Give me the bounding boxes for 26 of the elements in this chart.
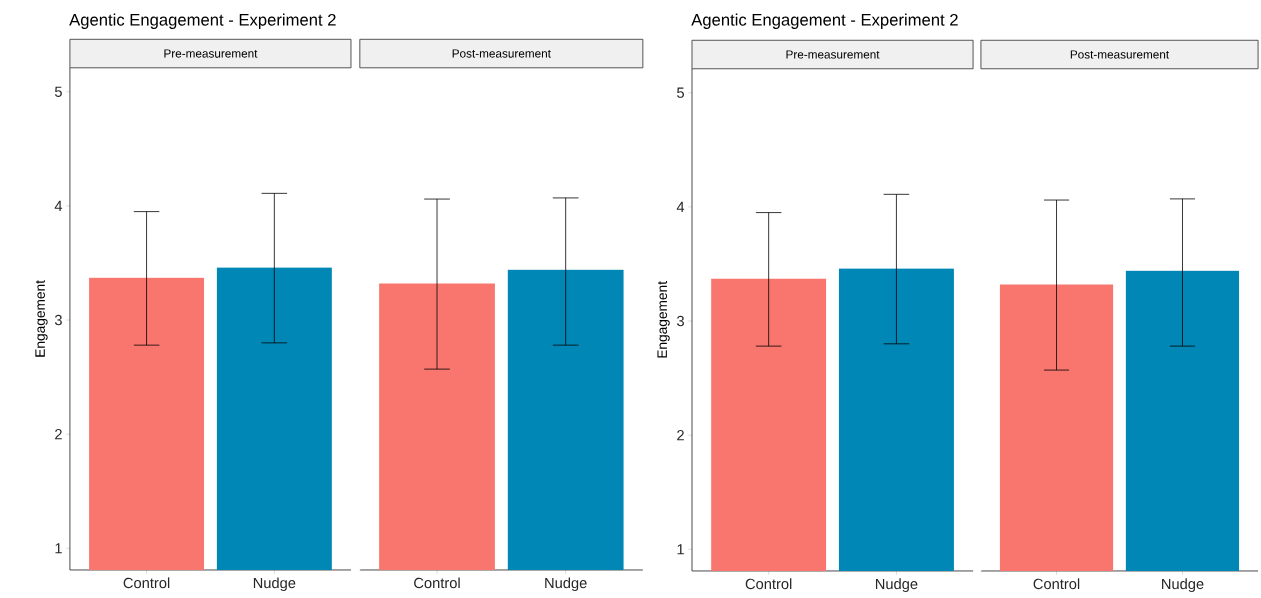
y-tick-label: 2 [677,429,684,441]
y-tick-label: 4 [676,201,685,212]
x-tick-label: Control [123,577,170,588]
y-tick-label: 5 [54,86,62,97]
chart-title: Agentic Engagement - Experiment 2 [69,13,336,29]
y-tick-label: 3 [677,315,684,326]
y-tick-label: 5 [677,87,684,98]
y-axis-title: Engagement [657,280,670,358]
chart-subtitle: Pre-measurement [786,50,880,59]
chart-subtitle: Pre-measurement [164,49,258,58]
x-tick-label: Nudge [875,578,918,592]
y-tick-label: 3 [54,314,62,325]
y-tick-label: 2 [55,428,62,440]
y-tick-label: 1 [677,544,684,555]
x-tick-label: Control [745,578,792,589]
y-tick-label: 4 [54,200,63,211]
x-tick-label: Nudge [253,577,296,591]
chart-title: Agentic Engagement - Experiment 2 [691,13,958,29]
chart-subtitle: Post-measurement [1070,50,1170,59]
x-tick-label: Control [1033,578,1080,589]
x-tick-label: Nudge [1162,578,1204,592]
y-axis-title: Engagement [35,279,48,357]
x-tick-label: Nudge [545,577,587,591]
x-tick-label: Control [414,577,460,588]
chart-subtitle: Post-measurement [452,49,551,58]
y-tick-label: 1 [55,543,62,554]
